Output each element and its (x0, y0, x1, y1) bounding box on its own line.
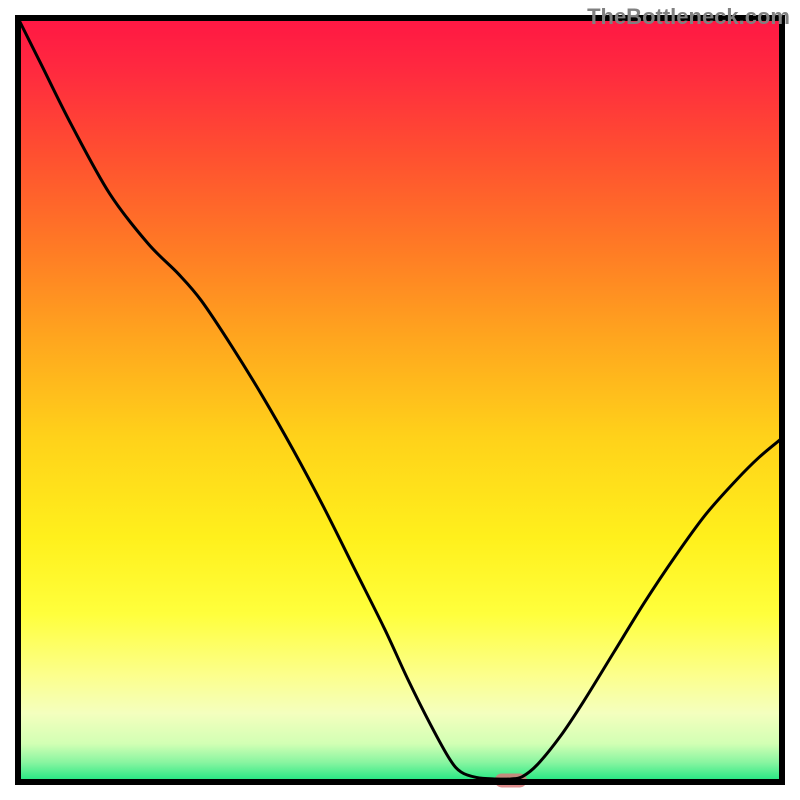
chart-canvas (0, 0, 800, 800)
watermark-text: TheBottleneck.com (587, 4, 790, 30)
bottleneck-chart: TheBottleneck.com (0, 0, 800, 800)
gradient-background (18, 18, 782, 782)
